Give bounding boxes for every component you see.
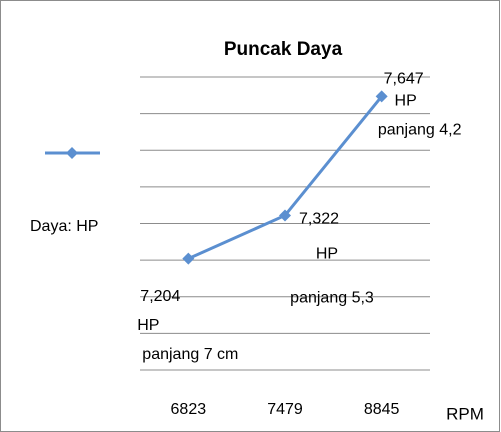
data-label: HP: [395, 93, 417, 110]
x-axis-label: RPM: [446, 404, 484, 423]
legend-label: Daya: HP: [30, 218, 98, 235]
legend-marker: [66, 147, 78, 159]
marker: [279, 209, 291, 222]
x-tick-label: 6823: [171, 401, 207, 418]
data-label: 7,647: [384, 71, 424, 88]
x-tick-label: 7479: [267, 401, 303, 418]
marker: [182, 252, 195, 265]
data-label: HP: [137, 317, 159, 334]
chart-title: Puncak Daya: [224, 39, 343, 60]
data-label: panjang 4,2: [378, 122, 462, 139]
marker: [375, 90, 388, 103]
data-label: panjang 7 cm: [142, 346, 238, 363]
data-label: HP: [316, 246, 338, 263]
x-tick-label: 8845: [364, 401, 400, 418]
data-label: 7,204: [140, 288, 180, 305]
data-label: panjang 5,3: [290, 290, 374, 307]
data-label: 7,322: [299, 211, 339, 228]
